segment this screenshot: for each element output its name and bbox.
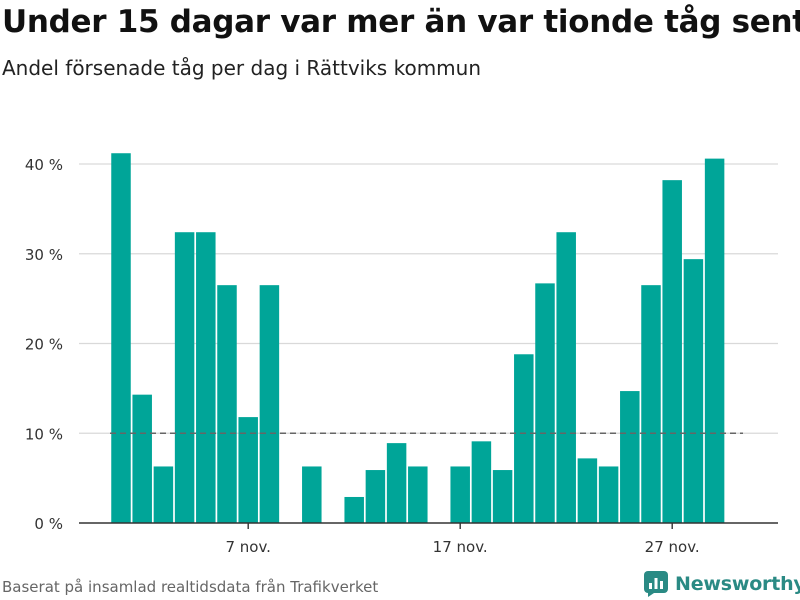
newsworthy-logo: Newsworthy bbox=[644, 569, 800, 599]
source-note: Baserat på insamlad realtidsdata från Tr… bbox=[2, 578, 379, 596]
bar bbox=[556, 232, 576, 523]
bar bbox=[450, 466, 470, 523]
y-tick-label: 0 % bbox=[34, 515, 63, 533]
bar bbox=[386, 443, 407, 523]
bar bbox=[259, 285, 280, 523]
bar bbox=[111, 153, 131, 524]
bar bbox=[174, 232, 195, 523]
bar bbox=[514, 354, 534, 523]
x-axis bbox=[79, 522, 778, 529]
bar bbox=[683, 259, 704, 523]
chart-subtitle: Andel försenade tåg per dag i Rättviks k… bbox=[2, 56, 482, 80]
bar bbox=[577, 458, 598, 523]
y-tick-label: 10 % bbox=[25, 425, 63, 443]
bar bbox=[662, 180, 682, 523]
y-tick-label: 40 % bbox=[25, 156, 63, 174]
bar-chart-logo-icon bbox=[644, 571, 668, 597]
bar-chart: 0 % 10 % 20 % 30 % 40 % 7 nov. 17 nov. 27 nov. bbox=[25, 153, 778, 556]
bar bbox=[196, 232, 216, 523]
x-axis-tick-labels: 7 nov. 17 nov. 27 nov. bbox=[225, 538, 699, 556]
bar bbox=[704, 158, 725, 523]
bar bbox=[153, 466, 174, 523]
bar bbox=[408, 466, 428, 523]
brand-name: Newsworthy bbox=[675, 573, 800, 595]
bar bbox=[132, 394, 152, 523]
bar bbox=[217, 285, 237, 523]
bar bbox=[620, 391, 640, 523]
y-tick-label: 30 % bbox=[25, 246, 63, 264]
x-tick-label: 7 nov. bbox=[225, 538, 270, 556]
bar bbox=[471, 441, 492, 523]
bar bbox=[238, 417, 258, 523]
y-tick-label: 20 % bbox=[25, 336, 63, 354]
bar bbox=[365, 470, 386, 523]
x-tick-label: 17 nov. bbox=[433, 538, 488, 556]
bar bbox=[492, 470, 513, 523]
x-tick-label: 27 nov. bbox=[645, 538, 700, 556]
bar bbox=[302, 466, 322, 523]
chart-title: Under 15 dagar var mer än var tionde tåg… bbox=[2, 4, 800, 40]
bar bbox=[344, 496, 364, 523]
bar bbox=[535, 283, 555, 523]
bar bbox=[641, 285, 661, 523]
bar bbox=[598, 466, 619, 523]
y-axis-tick-labels: 0 % 10 % 20 % 30 % 40 % bbox=[25, 156, 63, 533]
bars bbox=[111, 153, 725, 524]
